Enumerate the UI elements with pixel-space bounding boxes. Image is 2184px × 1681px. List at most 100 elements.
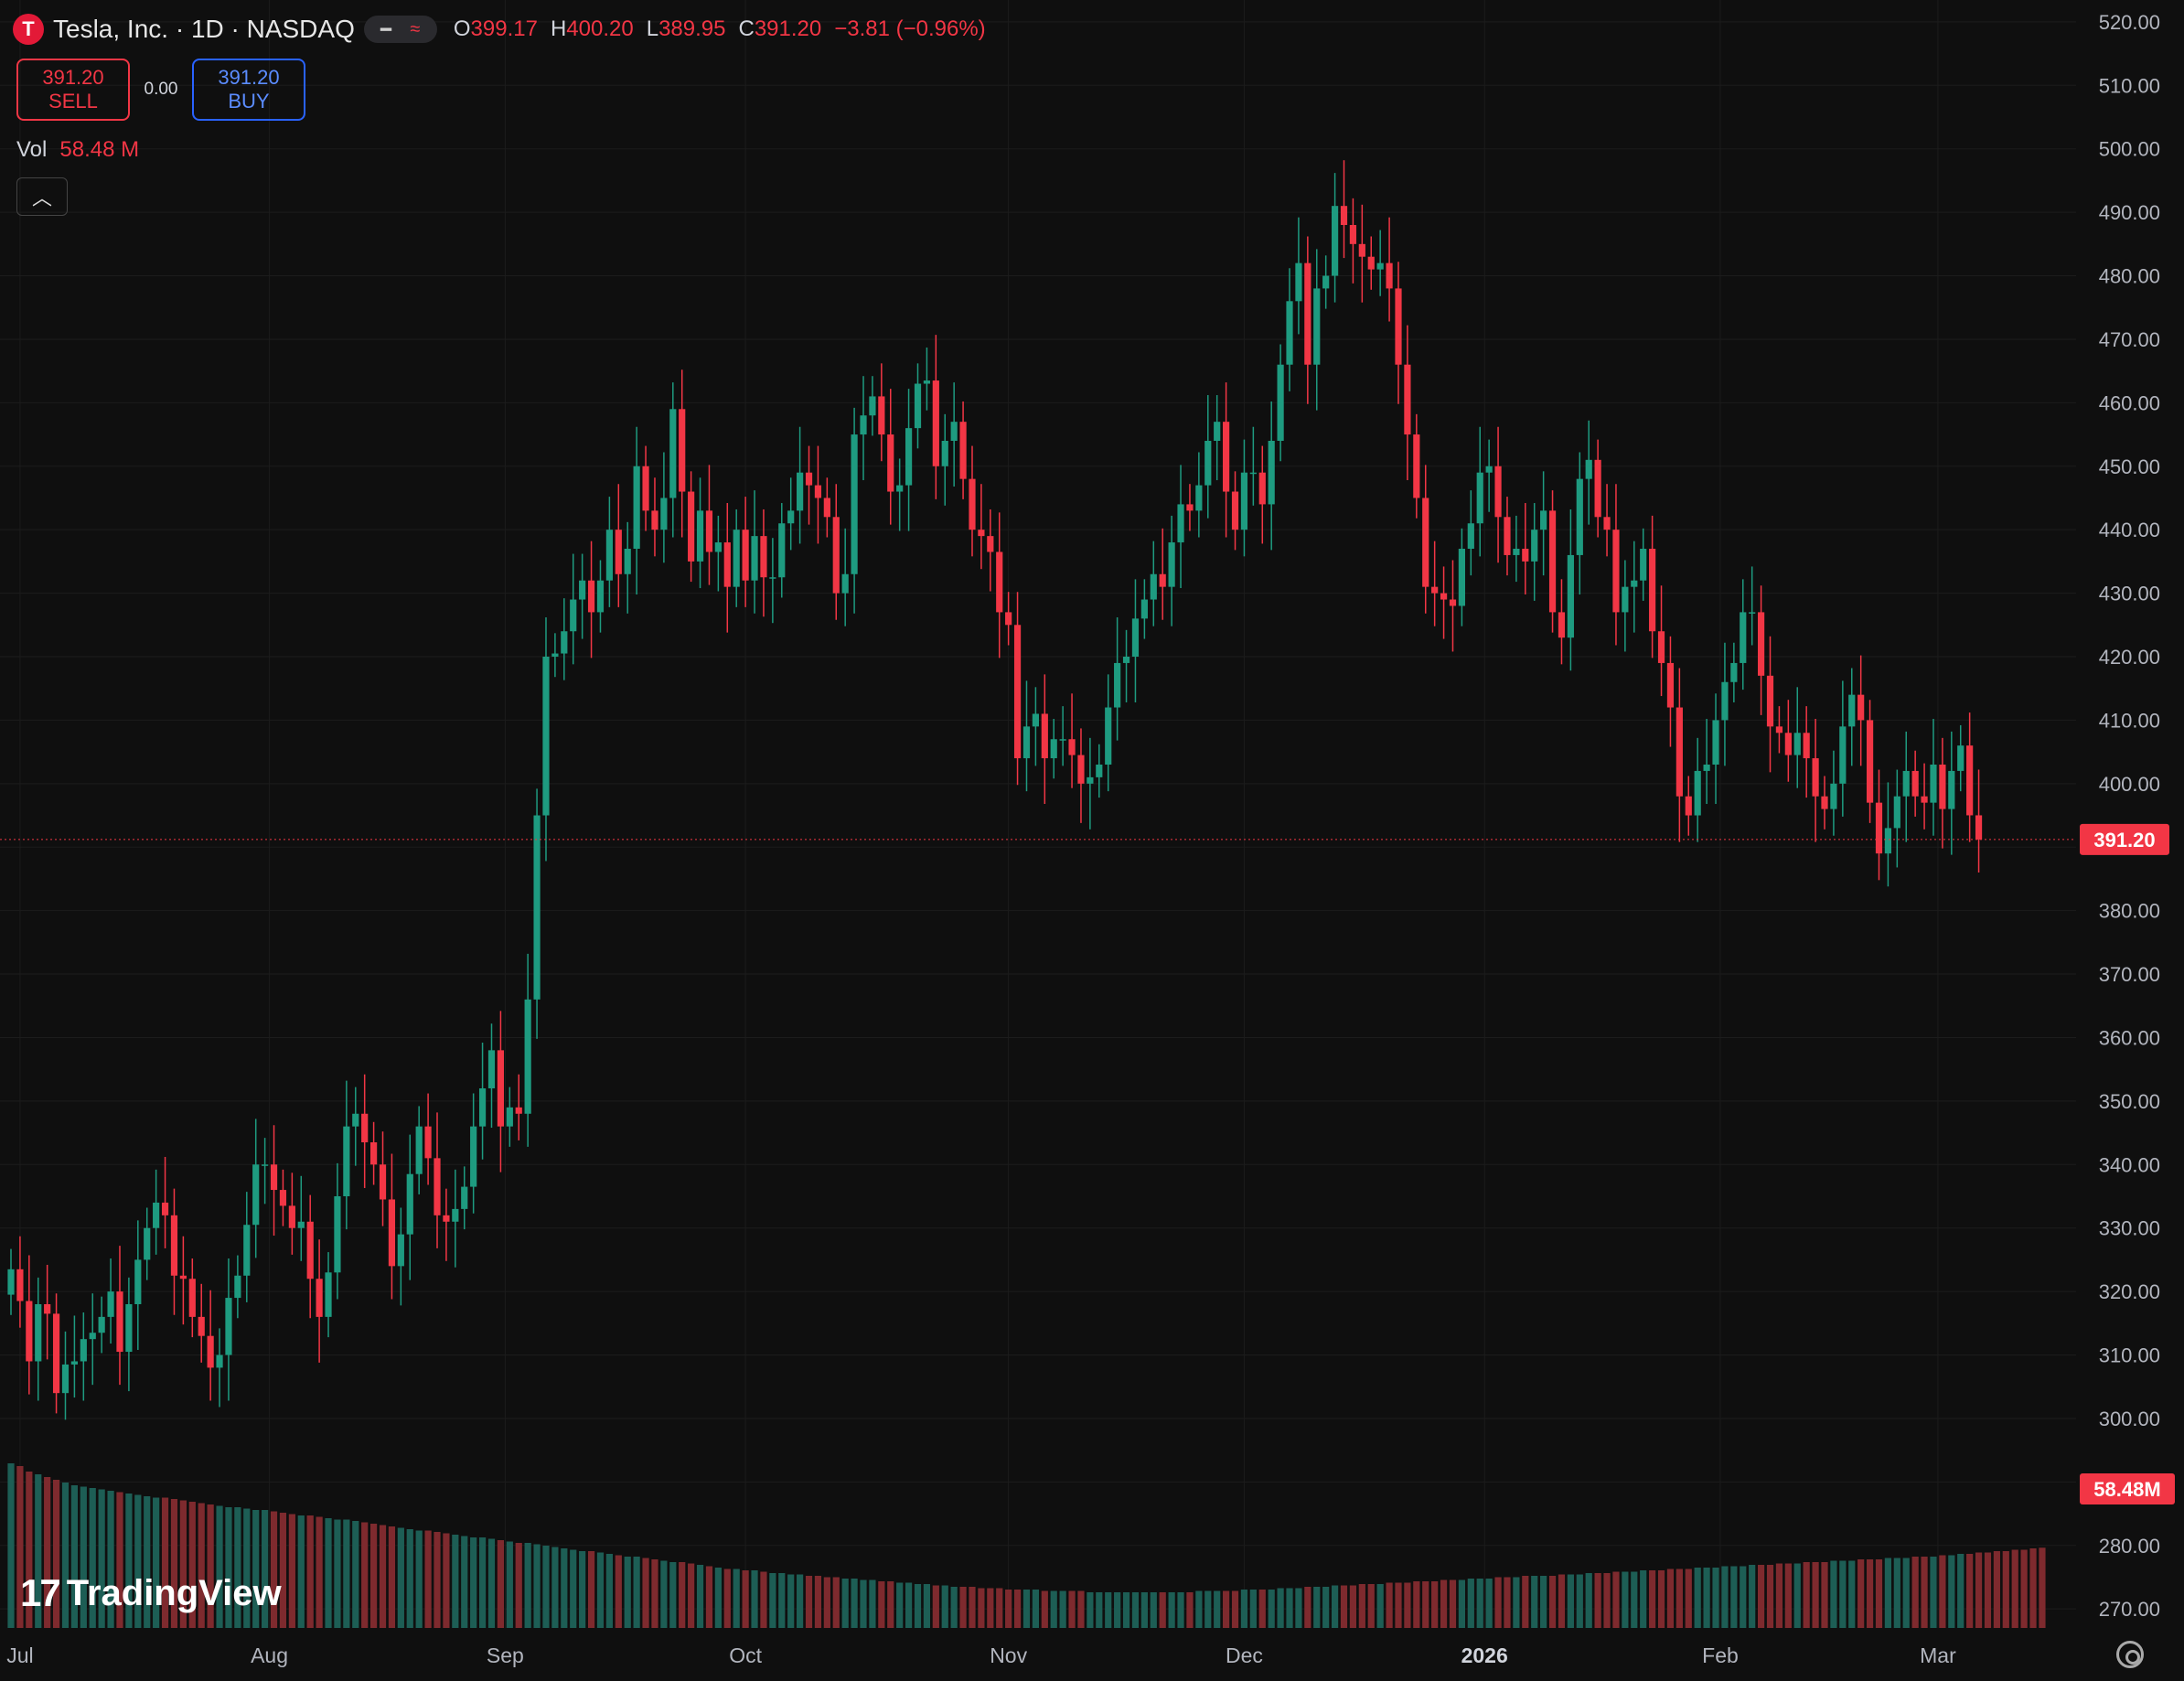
candle xyxy=(1712,693,1719,805)
candle xyxy=(887,389,894,525)
candle-body xyxy=(1485,466,1493,473)
y-tick-label: 480.00 xyxy=(2099,265,2160,288)
volume-bar xyxy=(44,1477,51,1628)
symbol-title[interactable]: Tesla, Inc. · 1D · NASDAQ xyxy=(53,15,355,43)
volume-bar xyxy=(7,1463,15,1628)
candle-body xyxy=(742,530,749,581)
volume-bar xyxy=(1114,1592,1121,1628)
volume-bar xyxy=(851,1579,858,1628)
candle-body xyxy=(1032,713,1039,727)
candle xyxy=(878,363,885,462)
volume-bar xyxy=(1640,1570,1647,1628)
chevron-up-icon: ︿ xyxy=(31,187,52,209)
tradingview-watermark[interactable]: 17 TradingView xyxy=(20,1571,282,1615)
candle xyxy=(524,953,531,1147)
candle xyxy=(1231,471,1239,551)
candle-body xyxy=(198,1316,205,1336)
volume-bar xyxy=(1911,1557,1919,1628)
candle-body xyxy=(651,510,658,530)
candle-body xyxy=(1921,796,1928,803)
candle-body xyxy=(234,1275,241,1299)
candle-body xyxy=(1839,726,1847,784)
volume-bar xyxy=(1223,1590,1230,1628)
volume-bar xyxy=(1068,1590,1076,1628)
candle-body xyxy=(1223,422,1230,492)
candle xyxy=(1803,706,1810,798)
candle-body xyxy=(1884,828,1892,854)
volume-bar xyxy=(1349,1585,1357,1628)
indicator-toggle[interactable]: ━ ≈ xyxy=(363,16,437,43)
candle-body xyxy=(1268,441,1275,505)
volume-legend: Vol 58.48 M xyxy=(16,137,139,163)
candle xyxy=(1548,490,1557,633)
candle-body xyxy=(760,536,767,578)
candle-body xyxy=(851,434,858,574)
candle xyxy=(1875,769,1883,881)
volume-bar xyxy=(89,1488,96,1628)
gear-icon[interactable] xyxy=(2116,1641,2144,1668)
candle-body xyxy=(1413,434,1420,498)
candle-body xyxy=(1640,549,1647,581)
candle-body xyxy=(252,1164,260,1226)
candle xyxy=(116,1246,123,1386)
volume-bar xyxy=(1921,1557,1928,1628)
candle-body xyxy=(1631,580,1638,587)
candle xyxy=(633,426,640,594)
trade-panel: 391.20 SELL 0.00 391.20 BUY xyxy=(16,59,305,121)
volume-bar xyxy=(306,1515,314,1628)
buy-button[interactable]: 391.20 BUY xyxy=(192,59,305,121)
volume-bar xyxy=(1268,1590,1275,1628)
candle xyxy=(1286,268,1293,391)
candle-body xyxy=(688,491,695,562)
volume-bar xyxy=(805,1576,813,1628)
volume-bar xyxy=(225,1507,232,1628)
candle-body xyxy=(996,551,1003,613)
volume-bar xyxy=(161,1497,169,1628)
candle-body xyxy=(679,409,686,492)
candle-body xyxy=(1721,681,1729,721)
candle xyxy=(1195,452,1203,538)
volume-bar xyxy=(1657,1570,1665,1628)
candle-body xyxy=(1440,593,1448,600)
candle-body xyxy=(1231,491,1239,530)
volume-bar xyxy=(153,1497,160,1628)
candle-body xyxy=(1195,485,1203,511)
candle-body xyxy=(1930,765,1937,803)
candle xyxy=(1105,674,1112,792)
minimize-icon[interactable]: ━ xyxy=(380,19,391,40)
volume-bar xyxy=(551,1547,559,1628)
candle xyxy=(1340,160,1348,259)
candle-body xyxy=(1766,675,1774,727)
volume-bar xyxy=(1013,1590,1022,1628)
candle xyxy=(932,335,939,499)
sell-button[interactable]: 391.20 SELL xyxy=(16,59,130,121)
y-tick-label: 360.00 xyxy=(2099,1026,2160,1049)
candle xyxy=(1096,744,1103,798)
volume-bar xyxy=(978,1588,985,1628)
volume-bar xyxy=(941,1585,948,1628)
candle xyxy=(1395,262,1402,404)
candle-body xyxy=(262,1164,269,1166)
candle-body xyxy=(415,1126,423,1174)
candle xyxy=(1631,541,1638,633)
candle-body xyxy=(1857,694,1865,721)
candle xyxy=(1585,420,1592,525)
x-tick-label: Mar xyxy=(1920,1644,1956,1667)
candle xyxy=(198,1283,205,1363)
collapse-legend-button[interactable]: ︿ xyxy=(16,177,68,216)
approx-icon[interactable]: ≈ xyxy=(410,18,421,39)
candle xyxy=(1848,668,1856,766)
candle xyxy=(1666,636,1675,747)
candle-body xyxy=(1131,618,1140,657)
volume-bar xyxy=(860,1579,867,1628)
candle xyxy=(461,1166,468,1230)
candle-body xyxy=(1186,504,1194,511)
volume-bar xyxy=(1939,1555,1946,1628)
volume-bar xyxy=(198,1503,205,1628)
candle-body xyxy=(144,1227,151,1260)
candle xyxy=(1349,198,1357,284)
candle xyxy=(688,471,695,583)
volume-bar xyxy=(352,1521,359,1628)
y-tick-label: 440.00 xyxy=(2099,519,2160,541)
